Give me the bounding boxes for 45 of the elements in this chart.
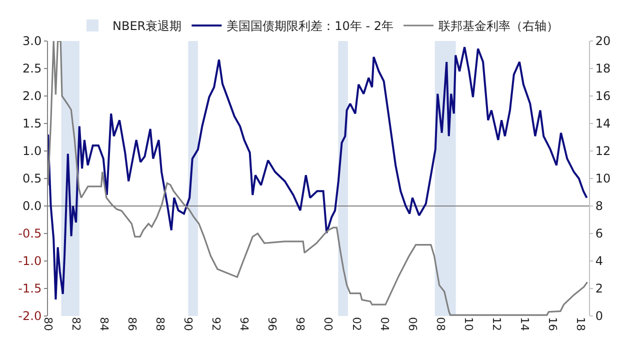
x-tick-label: 90 [182,317,195,331]
x-tick-label: 98 [294,317,307,331]
x-tick-label: 94 [238,317,251,331]
x-tick-label: 88 [154,317,167,331]
y-tick-label: 0.5 [22,172,42,186]
y-tick-label: -0.5 [18,226,42,241]
y2-tick-label: 12 [595,144,611,158]
x-tick-label: 06 [406,317,419,331]
x-tick-label: 12 [490,317,503,331]
y-tick-label: -2.0 [18,309,42,324]
x-tick-label: 10 [462,317,475,331]
y2-tick-label: 16 [595,89,611,104]
y-tick-label: 2.0 [22,89,42,104]
y2-tick-label: 10 [595,172,611,186]
x-tick-label: 00 [322,317,335,331]
x-tick-label: 04 [378,317,391,331]
x-tick-label: 16 [546,317,559,331]
x-tick-label: 82 [69,317,82,331]
x-tick-label: 18 [574,317,588,331]
y-tick-label: 3.0 [22,34,42,48]
x-tick-label: 02 [350,317,363,331]
x-tick-label: 84 [97,317,110,331]
y2-tick-label: 8 [595,199,604,214]
x-tick-label: 14 [518,317,531,331]
y2-tick-label: 14 [595,116,611,131]
y-tick-label: -1.5 [18,282,42,296]
x-tick-label: 92 [210,317,223,331]
x-tick-label: 80 [41,317,54,331]
x-tick-label: 86 [126,317,139,331]
y2-tick-label: 18 [595,62,611,76]
y2-tick-label: 0 [595,309,604,324]
y2-tick-label: 2 [595,282,604,296]
legend-label: NBER衰退期 [112,19,182,34]
x-tick-label: 08 [434,317,447,331]
legend-label: 美国国债期限利差：10年 - 2年 [226,19,394,34]
y-tick-label: 1.0 [22,144,42,158]
y-tick-label: 1.5 [22,116,42,131]
y-tick-label: 0.0 [22,199,42,214]
legend-label: 联邦基金利率（右轴） [438,19,559,34]
y2-tick-label: 4 [595,254,604,268]
y-tick-label: 2.5 [22,62,42,76]
x-tick-label: 96 [266,317,279,331]
y2-tick-label: 6 [595,226,604,241]
y2-tick-label: 20 [595,34,611,48]
y-tick-label: -1.0 [18,254,42,268]
